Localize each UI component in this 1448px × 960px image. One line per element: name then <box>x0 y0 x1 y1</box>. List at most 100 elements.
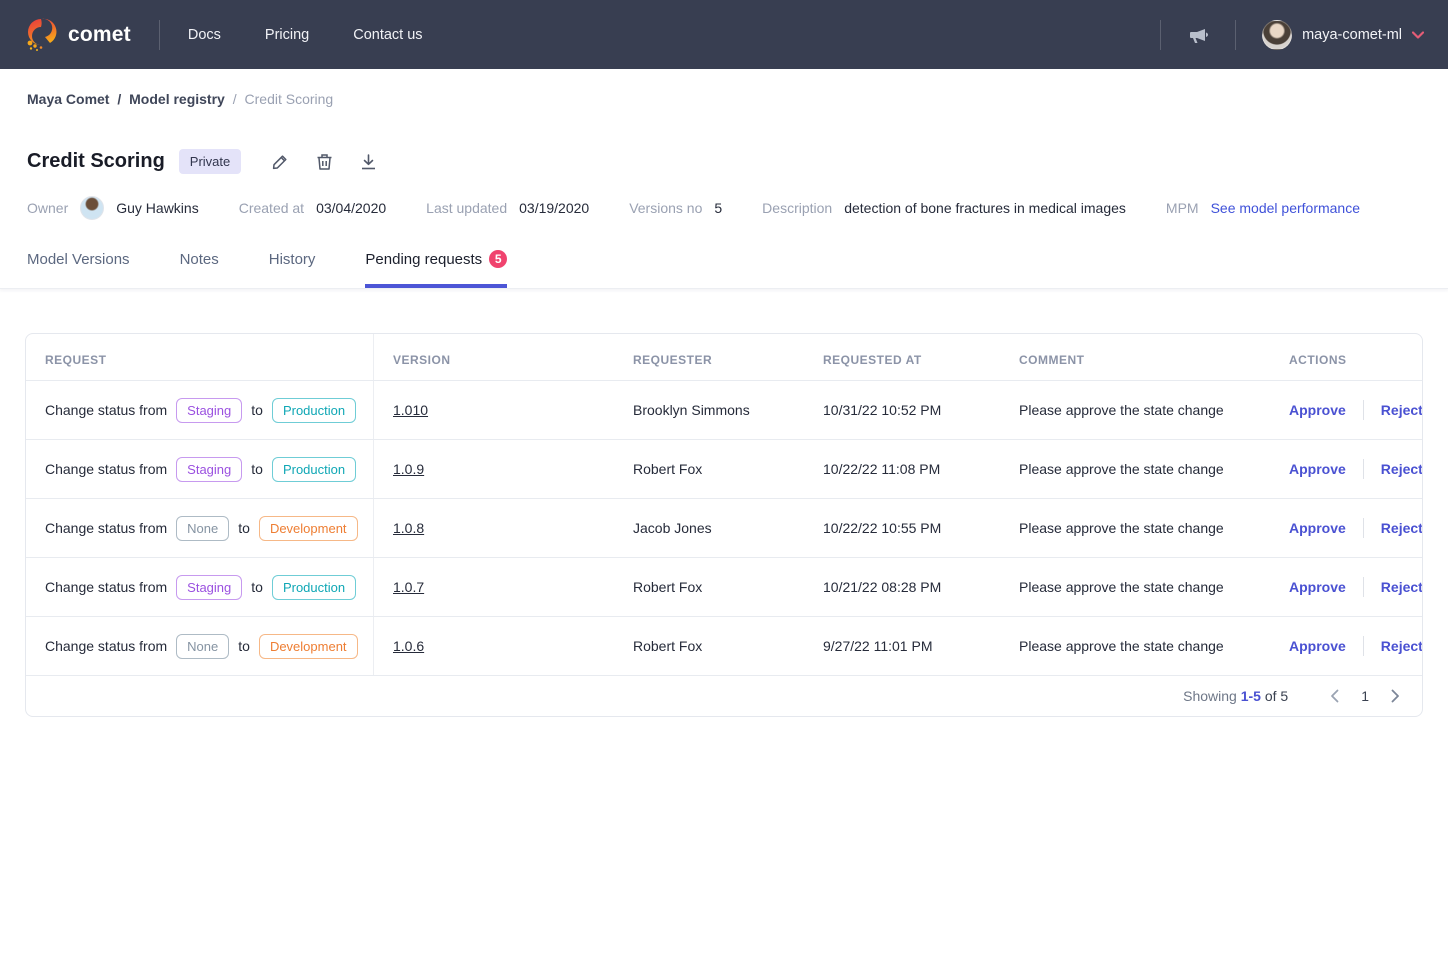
request-connector: to <box>251 461 263 477</box>
breadcrumb-separator: / <box>117 91 121 107</box>
navbar-right: maya-comet-ml <box>1160 20 1424 50</box>
request-prefix: Change status from <box>45 461 167 477</box>
actions-cell: Approve Reject <box>1270 558 1423 616</box>
navbar-links: Docs Pricing Contact us <box>188 27 423 43</box>
see-model-performance-link[interactable]: See model performance <box>1211 200 1360 216</box>
table-row: Change status from Staging to Production… <box>26 557 1422 616</box>
requester-cell: Robert Fox <box>614 558 804 616</box>
approve-button[interactable]: Approve <box>1289 461 1346 477</box>
navbar-divider <box>1235 20 1236 50</box>
approve-button[interactable]: Approve <box>1289 402 1346 418</box>
nav-link-contact-us[interactable]: Contact us <box>353 27 422 43</box>
actions-divider <box>1363 518 1364 538</box>
request-cell: Change status from Staging to Production <box>26 440 374 498</box>
requested-at-value: 10/31/22 10:52 PM <box>823 402 941 418</box>
prev-page-chevron-icon[interactable] <box>1330 689 1339 703</box>
showing-summary: Showing 1-5 of 5 <box>1183 688 1288 704</box>
nav-link-docs[interactable]: Docs <box>188 27 221 43</box>
title-row: Credit Scoring Private <box>0 107 1448 174</box>
approve-button[interactable]: Approve <box>1289 520 1346 536</box>
reject-button[interactable]: Reject <box>1381 461 1423 477</box>
status-from-badge: None <box>176 516 229 541</box>
version-link[interactable]: 1.0.9 <box>393 461 424 477</box>
comment-text: Please approve the state change <box>1019 638 1224 654</box>
meta-versions: Versions no 5 <box>629 200 722 216</box>
column-header-request: REQUEST <box>26 334 374 380</box>
request-cell: Change status from None to Development <box>26 499 374 557</box>
pagination: 1 <box>1330 688 1400 704</box>
actions-cell: Approve Reject <box>1270 381 1423 439</box>
showing-of: of 5 <box>1265 688 1288 704</box>
reject-button[interactable]: Reject <box>1381 579 1423 595</box>
table-row: Change status from Staging to Production… <box>26 439 1422 498</box>
versions-value: 5 <box>714 200 722 216</box>
requester-cell: Brooklyn Simmons <box>614 381 804 439</box>
comment-cell: Please approve the state change <box>1000 381 1270 439</box>
requested-at-cell: 10/21/22 08:28 PM <box>804 558 1000 616</box>
tab-pending-requests[interactable]: Pending requests 5 <box>365 250 507 288</box>
reject-button[interactable]: Reject <box>1381 402 1423 418</box>
next-page-chevron-icon[interactable] <box>1391 689 1400 703</box>
table-row: Change status from None to Development 1… <box>26 616 1422 675</box>
showing-label: Showing <box>1183 688 1237 704</box>
versions-label: Versions no <box>629 200 702 216</box>
showing-range: 1-5 <box>1241 688 1261 704</box>
actions-divider <box>1363 400 1364 420</box>
status-to-badge: Production <box>272 457 356 482</box>
table-row: Change status from Staging to Production… <box>26 380 1422 439</box>
actions-cell: Approve Reject <box>1270 440 1423 498</box>
request-connector: to <box>238 638 250 654</box>
tab-history[interactable]: History <box>269 251 316 288</box>
status-to-badge: Development <box>259 516 358 541</box>
created-value: 03/04/2020 <box>316 200 386 216</box>
brand-name: comet <box>68 23 131 47</box>
requester-cell: Robert Fox <box>614 440 804 498</box>
pending-requests-table: REQUEST VERSION REQUESTER REQUESTED AT C… <box>25 333 1423 717</box>
version-link[interactable]: 1.0.6 <box>393 638 424 654</box>
comet-brand[interactable]: comet <box>24 17 131 53</box>
comment-cell: Please approve the state change <box>1000 617 1270 675</box>
updated-value: 03/19/2020 <box>519 200 589 216</box>
requested-at-value: 10/22/22 11:08 PM <box>823 461 940 477</box>
status-to-badge: Production <box>272 398 356 423</box>
pending-requests-count-badge: 5 <box>489 250 507 268</box>
edit-pencil-icon[interactable] <box>269 151 291 173</box>
actions-divider <box>1363 577 1364 597</box>
tab-notes[interactable]: Notes <box>180 251 219 288</box>
announcements-megaphone-icon[interactable] <box>1187 25 1209 45</box>
approve-button[interactable]: Approve <box>1289 579 1346 595</box>
reject-button[interactable]: Reject <box>1381 520 1423 536</box>
requester-name: Robert Fox <box>633 579 702 595</box>
breadcrumb-model-registry[interactable]: Model registry <box>129 91 225 107</box>
actions-cell: Approve Reject <box>1270 499 1423 557</box>
table-header-row: REQUEST VERSION REQUESTER REQUESTED AT C… <box>26 334 1422 380</box>
meta-updated: Last updated 03/19/2020 <box>426 200 589 216</box>
reject-button[interactable]: Reject <box>1381 638 1423 654</box>
meta-mpm: MPM See model performance <box>1166 200 1360 216</box>
user-menu[interactable]: maya-comet-ml <box>1262 20 1424 50</box>
tab-model-versions[interactable]: Model Versions <box>27 251 130 288</box>
breadcrumb-workspace[interactable]: Maya Comet <box>27 91 109 107</box>
tab-bar: Model Versions Notes History Pending req… <box>0 220 1448 289</box>
owner-name: Guy Hawkins <box>116 200 198 216</box>
delete-trash-icon[interactable] <box>313 151 335 173</box>
requested-at-cell: 9/27/22 11:01 PM <box>804 617 1000 675</box>
version-cell: 1.0.7 <box>374 558 614 616</box>
requested-at-cell: 10/22/22 10:55 PM <box>804 499 1000 557</box>
version-link[interactable]: 1.010 <box>393 402 428 418</box>
version-link[interactable]: 1.0.8 <box>393 520 424 536</box>
version-link[interactable]: 1.0.7 <box>393 579 424 595</box>
comment-text: Please approve the state change <box>1019 402 1224 418</box>
request-cell: Change status from None to Development <box>26 617 374 675</box>
version-cell: 1.0.9 <box>374 440 614 498</box>
navbar-divider <box>1160 20 1161 50</box>
download-icon[interactable] <box>357 151 379 173</box>
actions-divider <box>1363 636 1364 656</box>
current-page-number[interactable]: 1 <box>1361 688 1369 704</box>
nav-link-pricing[interactable]: Pricing <box>265 27 309 43</box>
status-to-badge: Production <box>272 575 356 600</box>
version-cell: 1.0.8 <box>374 499 614 557</box>
meta-owner: Owner Guy Hawkins <box>27 196 199 220</box>
approve-button[interactable]: Approve <box>1289 638 1346 654</box>
status-to-badge: Development <box>259 634 358 659</box>
